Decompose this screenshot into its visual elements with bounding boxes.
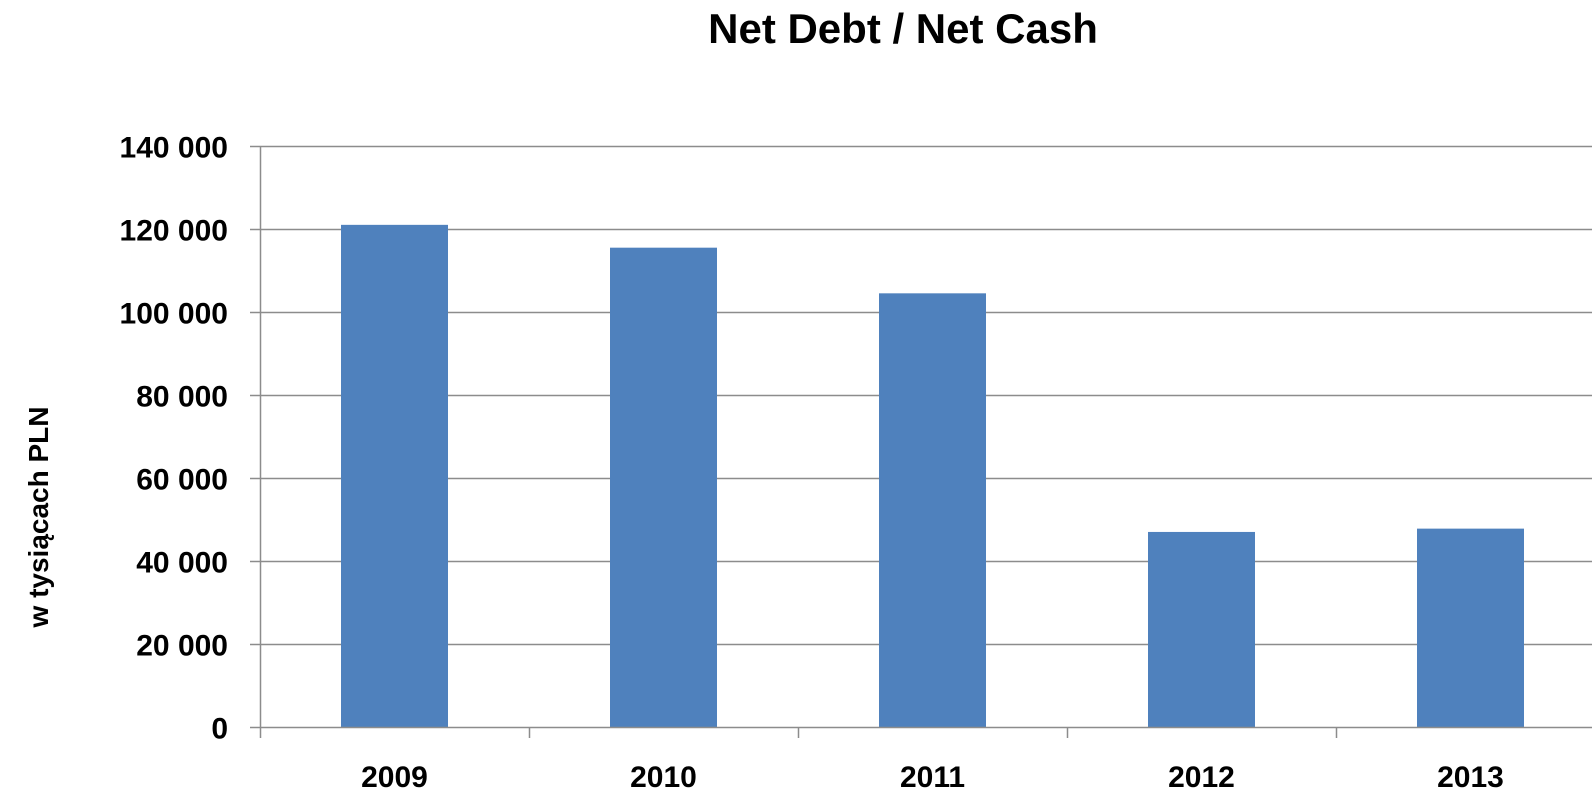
bar — [879, 293, 986, 727]
y-tick-label: 100 000 — [120, 298, 228, 331]
bar — [1417, 528, 1524, 727]
x-tick-label: 2009 — [361, 761, 428, 791]
y-tick-label: 120 000 — [120, 215, 228, 248]
x-tick-label: 2012 — [1168, 761, 1235, 791]
x-tick-label: 2013 — [1437, 761, 1504, 791]
x-tick-labels: 2009 2010 2011 2012 2013 — [361, 761, 1504, 791]
chart-title: Net Debt / Net Cash — [708, 5, 1098, 52]
y-tick-label: 40 000 — [136, 547, 228, 580]
x-tick-label: 2010 — [630, 761, 697, 791]
bar — [610, 247, 717, 728]
x-tick-label: 2011 — [900, 761, 965, 791]
bars — [341, 224, 1524, 728]
bar — [341, 224, 448, 727]
y-tick-label: 140 000 — [120, 132, 228, 165]
y-tick-label: 60 000 — [136, 464, 228, 497]
y-tick-label: 80 000 — [136, 381, 228, 414]
y-tick-label: 20 000 — [136, 630, 228, 663]
bar — [1148, 531, 1255, 727]
y-tick-label: 0 — [211, 713, 228, 746]
axes — [250, 145, 1592, 738]
y-axis-title: w tysiącach PLN — [23, 407, 54, 629]
y-tick-labels: 0 20 000 40 000 60 000 80 000 100 000 120 000 1… — [120, 132, 228, 746]
